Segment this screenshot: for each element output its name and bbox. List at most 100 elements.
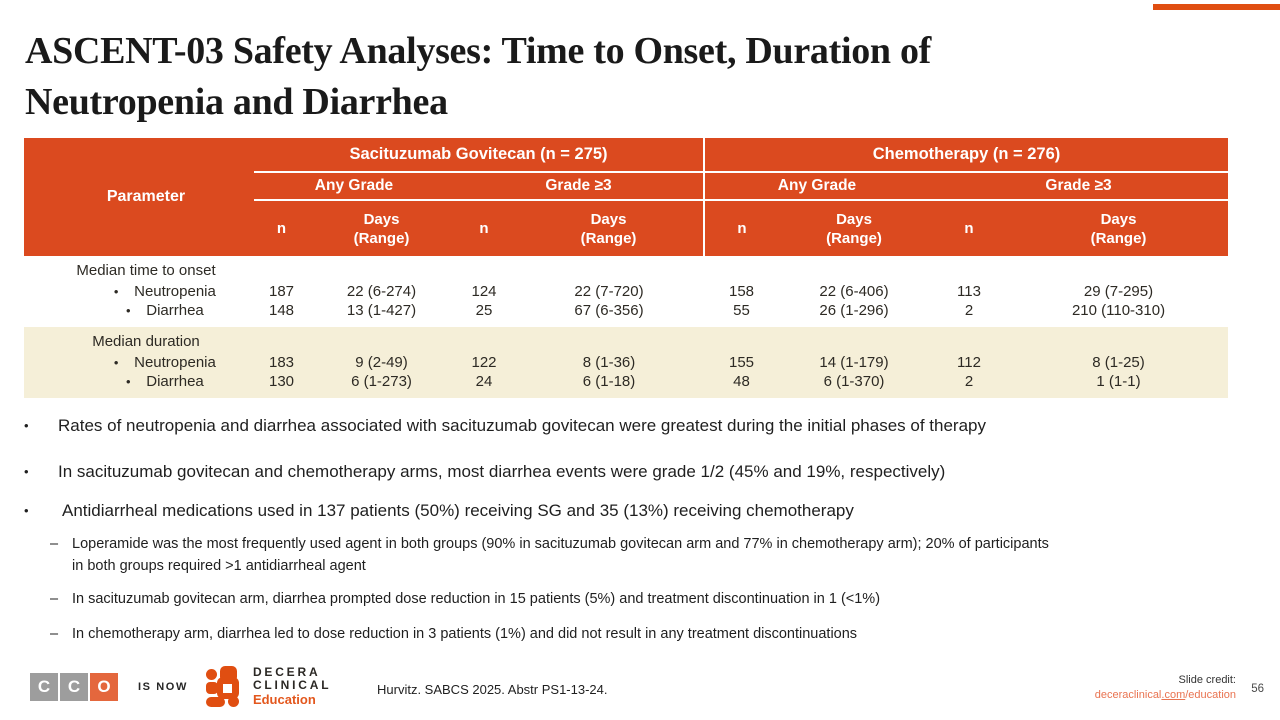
parameter-header-cell: Parameter [24, 138, 254, 256]
slide-credit-label: Slide credit: [1178, 674, 1236, 686]
table-cell: 158 [728, 282, 755, 300]
table-cell: 26 (1-296) [819, 302, 889, 319]
row-label-cell: • Neutropenia [24, 280, 254, 302]
bullet-list: • Rates of neutropenia and diarrhea asso… [20, 414, 1270, 656]
bullet-text: Rates of neutropenia and diarrhea associ… [58, 416, 987, 435]
citation: Hurvitz. SABCS 2025. Abstr PS1-13-24. [377, 682, 608, 697]
table-cell: 183 [254, 351, 309, 373]
n-header: n [703, 200, 779, 256]
table-row: • Neutropenia 187 22 (6-274) 124 22 (7-72… [24, 280, 1228, 302]
days-label: Days [363, 210, 400, 228]
bullet-text: Antidiarrheal medications used in 137 pa… [62, 501, 854, 520]
range-label: (Range) [580, 229, 637, 247]
sub-bullet-item: – In chemotherapy arm, diarrhea led to d… [50, 623, 1270, 645]
title-line-2: Neutropenia and Diarrhea [25, 81, 448, 123]
table-cell: 22 (6-274) [346, 282, 417, 300]
range-label: (Range) [826, 229, 882, 247]
bullet-item: • Antidiarrheal medications used in 137 … [20, 499, 1270, 523]
table-cell: 22 (6-406) [819, 282, 889, 300]
table-cell: 9 (2-49) [309, 351, 454, 373]
table-row: • Diarrhea 130 6 (1-273) 24 6 (1-18) 48 6… [24, 373, 1229, 398]
safety-table: Parameter Sacituzumab Govitecan (n = 275… [24, 138, 1229, 398]
table-cell: 112 [929, 351, 1009, 373]
bullet-item: • Rates of neutropenia and diarrhea asso… [20, 414, 1270, 438]
brand-line: CLINICAL [252, 678, 332, 692]
table-cell: 29 (7-295) [1083, 282, 1154, 300]
table-cell: 24 [454, 373, 514, 398]
range-label: (Range) [353, 229, 410, 247]
table-cell: 210 (110-310) [1071, 302, 1166, 319]
table-row: • Diarrhea 148 13 (1-427) 25 67 (6-356) 5… [24, 302, 1228, 327]
table-cell: 14 (1-179) [779, 351, 929, 373]
table-cell: 13 (1-427) [346, 302, 417, 319]
bullet-glyph: • [24, 464, 29, 479]
table-cell: 148 [268, 302, 295, 319]
days-label: Days [590, 210, 627, 228]
top-right-accent-bar [1153, 4, 1280, 10]
table-cell: 8 (1-36) [514, 351, 704, 373]
days-range-header: Days (Range) [309, 200, 454, 256]
link-text: deceraclinical [1094, 689, 1162, 701]
table-cell: 22 (7-720) [574, 282, 644, 300]
table-header-row-groups: Parameter Sacituzumab Govitecan (n = 275… [24, 138, 1229, 256]
bullet-glyph: • [24, 418, 29, 433]
n-header: n [254, 200, 309, 256]
link-text: /education [1185, 689, 1236, 701]
sub-bullet-item: – In sacituzumab govitecan arm, diarrhea… [50, 588, 1270, 610]
bullet-glyph: • [125, 374, 131, 389]
grade-header: Any Grade [254, 172, 454, 201]
table-cell: 2 [929, 373, 1009, 398]
table-cell [254, 327, 1229, 351]
row-group-label: Median duration [24, 327, 254, 351]
row-label: Diarrhea [146, 302, 204, 319]
table-cell: 122 [454, 351, 514, 373]
table-cell: 8 (1-25) [1009, 351, 1229, 373]
days-label: Days [836, 210, 872, 228]
days-range-header: Days (Range) [779, 200, 929, 256]
sub-bullet-text: In chemotherapy arm, diarrhea led to dos… [72, 626, 858, 642]
row-label-cell: • Diarrhea [24, 373, 254, 398]
grade-header: Grade ≥3 [454, 172, 704, 201]
brand-line: Education [252, 692, 316, 707]
table-header-row-grades: Any Grade Grade ≥3 Any Grade Grade ≥3 [24, 172, 1229, 201]
table-row: Median duration [24, 327, 1229, 351]
cco-logo: C C O [30, 672, 118, 701]
cco-letter-square: C [30, 672, 58, 701]
row-label-cell: • Diarrhea [24, 302, 254, 327]
table-cell: 130 [254, 373, 309, 398]
slide-credit: Slide credit: deceraclinical.com/educati… [1095, 673, 1236, 703]
sub-bullet-text: Loperamide was the most frequently used … [72, 536, 1049, 574]
table-cell: 6 (1-370) [779, 373, 929, 398]
bullet-glyph: • [125, 303, 131, 318]
cco-letter-square: O [90, 672, 118, 701]
bullet-glyph: • [113, 354, 119, 370]
group-header-sacituzumab: Sacituzumab Govitecan (n = 275) [254, 138, 704, 173]
table-cell: 124 [471, 282, 497, 300]
table-cell: 6 (1-18) [514, 373, 704, 398]
dash-glyph: – [50, 591, 59, 607]
bullet-glyph: • [113, 283, 119, 299]
table-row: Median time to onset [24, 256, 1228, 280]
row-label: Diarrhea [146, 373, 204, 390]
page-title: ASCENT-03 Safety Analyses: Time to Onset… [25, 26, 1205, 128]
days-label: Days [1100, 210, 1137, 228]
decera-logo: DECERA CLINICAL Education [205, 666, 332, 707]
footer-logos: C C O IS NOW DECERA CLINICAL Education [30, 666, 331, 707]
table-cell: 67 (6-356) [574, 302, 644, 319]
slide-credit-link[interactable]: deceraclinical.com/education [1095, 689, 1236, 701]
sub-bullet-list: – Loperamide was the most frequently use… [20, 533, 1270, 645]
table-cell: 155 [704, 351, 779, 373]
grade-header: Grade ≥3 [929, 172, 1229, 201]
n-header: n [929, 200, 1009, 256]
range-label: (Range) [1090, 229, 1147, 247]
table-cell: 25 [475, 302, 493, 319]
bullet-glyph: • [24, 503, 29, 518]
link-text: .com [1161, 689, 1186, 701]
row-label-cell: • Neutropenia [24, 351, 254, 373]
dash-glyph: – [50, 626, 59, 642]
page-number: 56 [1251, 683, 1264, 695]
row-label: Neutropenia [134, 353, 216, 371]
grade-header: Any Grade [703, 172, 929, 201]
bullet-item: • In sacituzumab govitecan and chemother… [20, 460, 1270, 484]
